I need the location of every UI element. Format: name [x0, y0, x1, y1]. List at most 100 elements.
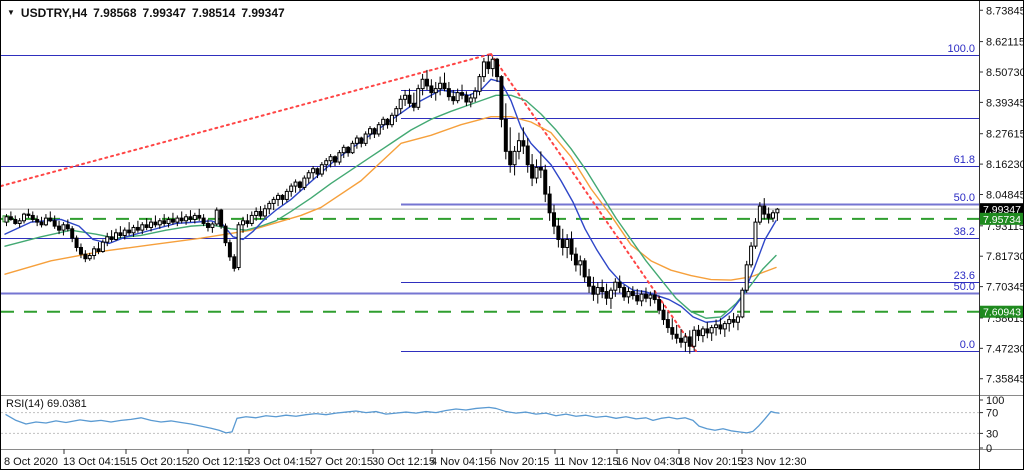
price-axis[interactable]: 8.73845 8.62115 8.50730 8.39345 8.27615 8.162… [979, 5, 1024, 386]
candle-body [709, 327, 714, 334]
candle-body [538, 166, 543, 171]
candle-body [398, 98, 403, 110]
candle-body [735, 316, 740, 323]
candle-body [4, 216, 9, 223]
candle-body [65, 224, 70, 230]
date-axis-label: 23 Oct 04:15 [248, 456, 311, 468]
candle-body [35, 218, 40, 223]
candle-body [692, 329, 697, 347]
trendline[interactable] [490, 53, 697, 352]
candle-body [512, 150, 517, 166]
candle-body [306, 172, 311, 179]
candle-body [499, 76, 504, 120]
candle-body [766, 213, 771, 219]
symbol-dropdown-icon[interactable]: ▼ [7, 7, 15, 17]
candle-body [582, 260, 587, 278]
candle-body [368, 128, 373, 135]
candle-body [188, 216, 193, 220]
candle-body [429, 85, 434, 94]
candle-body [665, 319, 670, 329]
candle-body [149, 221, 154, 228]
candle-body [280, 194, 285, 200]
candle-body [192, 214, 197, 220]
fibonacci-lines[interactable]: 100.061.850.038.223.650.00.0 [1, 43, 979, 352]
price-axis-label: 8.27615 [986, 129, 1024, 141]
ma-slow-line [4, 115, 777, 281]
date-axis-label: 15 Oct 20:15 [125, 456, 188, 468]
horizontal-dashed-lines[interactable] [1, 215, 979, 313]
candle-body [508, 150, 513, 166]
candle-body [718, 324, 723, 330]
candle-body [608, 289, 613, 299]
candle-body [714, 324, 719, 329]
candle-body [219, 209, 224, 227]
candle-body [293, 181, 298, 187]
candle-body [170, 218, 175, 223]
fib-level-label: 50.0 [954, 192, 975, 204]
candle-body [687, 336, 692, 347]
rsi-pane[interactable] [1, 406, 979, 434]
candle-body [389, 114, 394, 126]
candle-body [670, 327, 675, 335]
candle-body [679, 337, 684, 343]
candle-body [547, 193, 552, 214]
candle-body [201, 217, 206, 224]
candle-body [227, 242, 232, 258]
candle-body [495, 58, 500, 78]
candle-body [13, 218, 18, 224]
price-badge-label: 7.60943 [983, 307, 1021, 319]
trendlines[interactable] [1, 53, 697, 352]
candle-body [297, 181, 302, 188]
candle-body [87, 254, 92, 260]
price-axis-label: 7.35845 [986, 374, 1024, 386]
candle-body [407, 94, 412, 104]
candle-body [604, 291, 609, 299]
rsi-axis-label: 0 [986, 443, 992, 455]
line-price-badge [980, 212, 1023, 225]
candle-body [464, 94, 469, 103]
candle-body [490, 58, 495, 70]
ma-mid-line [4, 94, 777, 319]
candle-body [486, 61, 491, 70]
candle-body [258, 210, 263, 217]
candle-body [346, 146, 351, 154]
candle-body [262, 208, 267, 217]
candle-body [455, 92, 460, 102]
candle-body [8, 216, 13, 220]
ohlc-open: 7.98568 [93, 6, 137, 20]
fib-level-label: 38.2 [954, 226, 975, 238]
date-axis-label: 18 Nov 20:15 [678, 456, 743, 468]
candle-body [613, 281, 618, 291]
candle-body [477, 76, 482, 92]
candle-body [661, 309, 666, 321]
line-price-badge [980, 305, 1023, 318]
date-axis[interactable]: 8 Oct 2020 13 Oct 04:15 15 Oct 20:15 20 Oct… [4, 449, 806, 468]
candle-body [530, 164, 535, 179]
fib-level-label: 61.8 [954, 154, 975, 166]
candlesticks[interactable] [4, 55, 780, 354]
candle-body [337, 152, 342, 163]
candle-body [775, 208, 780, 214]
candle-body [319, 164, 324, 175]
candle-body [438, 82, 443, 90]
fib-level-label: 50.0 [954, 281, 975, 293]
candle-body [284, 190, 289, 200]
candle-body [276, 194, 281, 200]
candle-body [57, 225, 62, 231]
candle-body [166, 218, 171, 224]
candle-body [153, 221, 158, 226]
candle-body [210, 223, 215, 228]
ohlc-high: 7.99347 [142, 6, 186, 20]
candle-body [214, 209, 219, 225]
candle-body [722, 323, 727, 330]
candle-body [565, 238, 570, 248]
trendline[interactable] [1, 53, 492, 187]
candle-body [543, 169, 548, 195]
candle-body [420, 78, 425, 90]
price-axis-label: 8.16230 [986, 159, 1024, 171]
candle-body [162, 220, 167, 224]
